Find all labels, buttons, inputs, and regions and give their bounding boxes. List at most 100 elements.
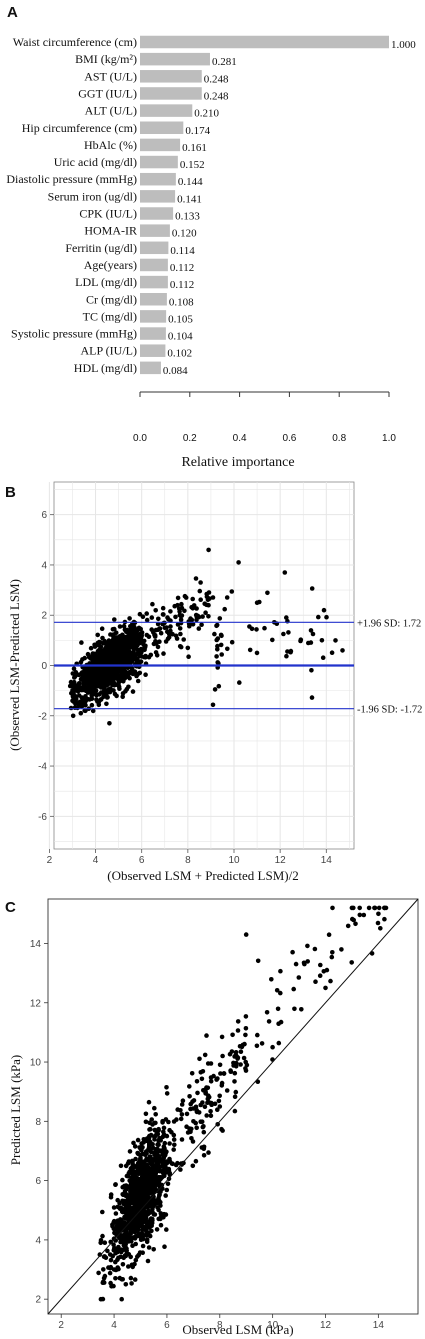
data-point bbox=[143, 1172, 148, 1177]
data-point bbox=[162, 625, 168, 631]
data-point bbox=[128, 1254, 133, 1260]
data-point bbox=[89, 702, 95, 708]
data-point bbox=[210, 595, 216, 600]
data-point bbox=[131, 629, 136, 635]
data-point bbox=[259, 1041, 265, 1046]
data-point bbox=[215, 643, 220, 649]
category-label-diastolic-pressure-mmhg: Diastolic pressure (mmHg) bbox=[6, 172, 137, 186]
data-point bbox=[290, 949, 295, 955]
data-point bbox=[84, 688, 89, 694]
data-point bbox=[133, 1241, 138, 1247]
data-point bbox=[156, 1175, 162, 1180]
data-point bbox=[165, 615, 170, 620]
data-point bbox=[206, 614, 211, 619]
data-point bbox=[116, 1255, 121, 1261]
data-point bbox=[152, 1149, 158, 1155]
data-point bbox=[196, 626, 202, 631]
panel-a-bar-chart: A Waist circumference (cm) 1.000 BMI (kg/m… bbox=[6, 4, 416, 470]
data-point bbox=[167, 1141, 172, 1146]
data-point bbox=[79, 640, 84, 645]
data-point bbox=[122, 1198, 127, 1204]
panel-a-letter: A bbox=[7, 4, 18, 21]
data-point bbox=[162, 1244, 167, 1249]
panel-c-scatter-plot: C 2 4 6 8 10 12 14 2 4 6 8 10 12 14 Observed LSM (kPa… bbox=[5, 898, 419, 1337]
value-label-ferritin-ug-dl: 0.114 bbox=[170, 245, 195, 257]
data-point bbox=[235, 1019, 241, 1024]
panel-b-bland-altman-plot: B +1.96 SD: 1.72 -1.96 SD: -1.72 2 4 6 8 10 12… bbox=[5, 481, 422, 883]
data-point bbox=[281, 631, 286, 637]
panel-b-x-tick-label: 8 bbox=[185, 855, 191, 866]
category-label-alp-iu-l: ALP (IU/L) bbox=[80, 344, 137, 358]
panel-c-x-tick-label: 6 bbox=[164, 1320, 170, 1331]
data-point bbox=[167, 1156, 172, 1162]
data-point bbox=[117, 624, 123, 629]
data-point bbox=[142, 1176, 148, 1181]
data-point bbox=[164, 1227, 169, 1232]
data-point bbox=[129, 1281, 134, 1286]
value-label-hip-circumference-cm: 0.174 bbox=[185, 125, 210, 137]
data-point bbox=[132, 1204, 137, 1210]
data-point bbox=[232, 1108, 238, 1114]
data-point bbox=[141, 654, 147, 660]
data-point bbox=[214, 623, 219, 629]
data-point bbox=[124, 1211, 129, 1216]
data-point bbox=[156, 616, 161, 622]
data-point bbox=[97, 1252, 103, 1257]
panel-b-y-tick-label: -4 bbox=[38, 762, 47, 773]
data-point bbox=[112, 691, 118, 697]
data-point bbox=[254, 1043, 260, 1049]
data-point bbox=[76, 672, 81, 678]
data-point bbox=[200, 614, 205, 619]
panel-a-x-axis-label: Relative importance bbox=[181, 455, 294, 470]
data-point bbox=[140, 1243, 146, 1249]
data-point bbox=[109, 680, 114, 685]
data-point bbox=[262, 625, 267, 631]
data-point bbox=[111, 1205, 117, 1210]
data-point bbox=[96, 650, 102, 655]
data-point bbox=[69, 690, 74, 696]
data-point bbox=[329, 954, 335, 960]
data-point bbox=[121, 1243, 127, 1248]
data-point bbox=[204, 1085, 209, 1090]
data-point bbox=[199, 1119, 205, 1124]
data-point bbox=[206, 1150, 211, 1155]
data-point bbox=[278, 1019, 284, 1025]
data-point bbox=[97, 656, 102, 662]
data-point bbox=[194, 606, 199, 611]
data-point bbox=[103, 652, 108, 657]
value-label-diastolic-pressure-mmhg: 0.144 bbox=[178, 176, 203, 188]
data-point bbox=[179, 1137, 185, 1142]
data-point bbox=[68, 679, 74, 685]
data-point bbox=[179, 1112, 185, 1117]
data-point bbox=[190, 1163, 196, 1169]
data-point bbox=[328, 978, 333, 984]
data-point bbox=[114, 676, 120, 681]
data-point bbox=[140, 1185, 145, 1191]
data-point bbox=[75, 688, 80, 693]
data-point bbox=[113, 666, 119, 672]
value-label-waist-circumference-cm: 1.000 bbox=[391, 39, 416, 51]
data-point bbox=[205, 597, 211, 602]
data-point bbox=[118, 1163, 124, 1169]
data-point bbox=[113, 1259, 118, 1265]
bar-serum-iron-ug-dl bbox=[140, 190, 176, 203]
data-point bbox=[147, 1218, 153, 1224]
data-point bbox=[139, 633, 144, 638]
data-point bbox=[144, 1223, 150, 1228]
data-point bbox=[109, 668, 114, 673]
data-point bbox=[275, 1006, 281, 1012]
data-point bbox=[243, 1032, 248, 1038]
panel-c-y-tick-label: 2 bbox=[35, 1295, 41, 1306]
data-point bbox=[117, 1206, 123, 1211]
data-point bbox=[124, 1193, 129, 1199]
limit-of-agreement-label: -1.96 SD: -1.72 bbox=[357, 705, 422, 716]
data-point bbox=[175, 622, 181, 627]
data-point bbox=[138, 659, 144, 664]
data-point bbox=[111, 673, 117, 679]
data-point bbox=[90, 678, 96, 683]
data-point bbox=[100, 1233, 105, 1239]
bar-diastolic-pressure-mmhg bbox=[140, 172, 176, 186]
data-point bbox=[115, 658, 120, 664]
data-point bbox=[196, 1110, 202, 1115]
data-point bbox=[186, 654, 191, 659]
